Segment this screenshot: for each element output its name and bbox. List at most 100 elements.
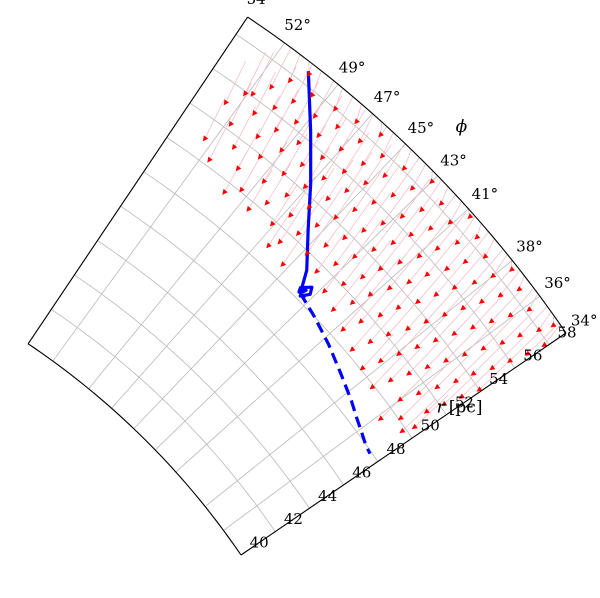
phi-tick-label: 52° (284, 16, 311, 34)
phi-tick-label: 54° (247, 0, 274, 8)
marker-trail (444, 280, 476, 316)
data-point (325, 195, 332, 202)
data-point (482, 253, 489, 259)
data-point (424, 363, 431, 370)
marker-trail (407, 293, 439, 329)
data-point (507, 312, 514, 318)
data-point (424, 271, 431, 277)
marker-trail (225, 60, 247, 103)
marker-trail (204, 97, 226, 139)
data-point (330, 306, 337, 312)
data-point (423, 408, 430, 414)
data-point (516, 332, 524, 338)
data-point (322, 287, 328, 294)
marker-trail (461, 364, 496, 398)
data-point (390, 239, 397, 246)
marker-trail (323, 139, 349, 179)
data-point (451, 330, 458, 336)
marker-trail (437, 212, 467, 249)
marker-trail (381, 132, 394, 157)
data-point (257, 153, 264, 160)
data-point (499, 339, 506, 345)
r-grid-arc (51, 309, 276, 532)
data-point (352, 253, 358, 260)
r-grid-arc (27, 343, 242, 556)
marker-trail (453, 299, 486, 335)
data-point (269, 220, 276, 227)
frame-edge-phi-min (240, 332, 567, 556)
marker-trail (360, 285, 391, 322)
data-point (342, 234, 348, 241)
data-point (264, 199, 271, 206)
data-point (489, 364, 496, 371)
data-point (333, 260, 339, 267)
data-point (441, 400, 448, 407)
data-point (387, 376, 394, 383)
data-point (299, 161, 306, 168)
marker-trail (335, 226, 364, 265)
r-grid-arc (97, 240, 344, 486)
marker-trail (418, 360, 452, 394)
data-point (541, 341, 548, 348)
marker-trail (417, 266, 448, 303)
data-point (333, 214, 339, 220)
marker-trail (414, 395, 449, 428)
phi-grid-line (204, 260, 513, 507)
marker-trail (295, 81, 319, 123)
frame-layer (27, 16, 567, 556)
marker-trail (344, 200, 372, 239)
marker-trail (283, 133, 308, 174)
marker-trail (362, 126, 388, 164)
data-point (516, 285, 523, 292)
marker-trail (418, 219, 449, 257)
marker-trail (335, 179, 362, 218)
marker-trail (518, 275, 525, 290)
marker-trail (421, 179, 442, 211)
marker-trail (382, 185, 411, 224)
data-point (458, 393, 465, 399)
marker-trail (362, 333, 394, 369)
data-point (291, 98, 297, 105)
data-point (371, 246, 377, 253)
marker-trail (464, 321, 497, 355)
data-point (295, 230, 302, 237)
marker-trail (427, 333, 460, 368)
marker-trail (416, 312, 449, 348)
data-point (255, 133, 261, 140)
marker-trail (509, 287, 535, 316)
marker-trail (411, 163, 427, 189)
data-point (399, 213, 406, 219)
phi-tick-label: 36° (544, 274, 571, 292)
data-point (359, 273, 366, 280)
data-point (377, 311, 384, 318)
marker-trail (401, 179, 430, 217)
marker-trail (479, 357, 513, 390)
data-point (508, 266, 515, 272)
marker-trail (369, 306, 401, 343)
marker-layer (202, 70, 557, 434)
marker-trail (454, 252, 485, 288)
data-point (438, 200, 445, 206)
data-point (377, 357, 384, 364)
marker-trail (473, 341, 507, 375)
data-point (309, 91, 316, 98)
data-point (460, 304, 467, 311)
data-point (415, 298, 421, 305)
r-grid-arc (143, 171, 413, 439)
data-point (476, 386, 483, 392)
data-point (433, 291, 440, 297)
phi-grid-line (52, 42, 285, 362)
marker-trail (248, 169, 273, 210)
marker-trail (527, 322, 560, 355)
marker-trail (356, 103, 362, 122)
marker-trail (274, 66, 297, 108)
data-point (333, 105, 339, 112)
data-point (273, 126, 280, 133)
data-point (419, 206, 425, 213)
r-tick-label: 58 (558, 323, 577, 341)
data-point (302, 183, 309, 190)
marker-trail (491, 287, 524, 322)
data-point (272, 104, 278, 111)
r-tick-label: 48 (386, 440, 405, 458)
data-point (490, 272, 497, 279)
